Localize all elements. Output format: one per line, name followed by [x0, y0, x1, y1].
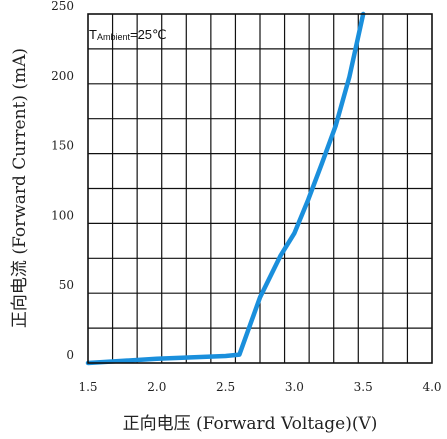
series-layer: [85, 11, 366, 366]
x-tick-label: 2.5: [216, 380, 235, 394]
annotation-subscript: Ambient: [97, 32, 131, 42]
y-tick-label: 100: [51, 208, 74, 222]
plot-frame: [87, 13, 433, 364]
x-tick-label: 3.0: [285, 380, 304, 394]
y-tick-label: 50: [59, 278, 74, 292]
y-tick-label: 250: [51, 0, 74, 13]
y-tick-label: 200: [51, 69, 74, 83]
plot-border: [87, 13, 433, 364]
x-tick-label: 4.0: [422, 380, 441, 394]
grid-lines: [88, 14, 432, 363]
annotation-ambient-temperature: TAmbient=25℃: [89, 27, 167, 42]
x-tick-label: 2.0: [147, 380, 166, 394]
y-tick-labels: 0 50 100 150 200 250: [51, 0, 74, 362]
series-line-0: [85, 11, 366, 366]
x-tick-label: 1.5: [78, 380, 97, 394]
x-tick-labels: 1.5 2.0 2.5 3.0 3.5 4.0: [78, 380, 441, 394]
y-tick-label: 0: [66, 348, 74, 362]
y-tick-label: 150: [51, 139, 74, 153]
annotation-value: =25℃: [130, 27, 167, 42]
x-tick-label: 3.5: [354, 380, 373, 394]
x-axis-title: 正向电压 (Forward Voltage)(V): [123, 414, 378, 434]
annotation-prefix: T: [89, 27, 97, 42]
y-axis-title: 正向电流 (Forward Current) (mA): [10, 48, 30, 328]
